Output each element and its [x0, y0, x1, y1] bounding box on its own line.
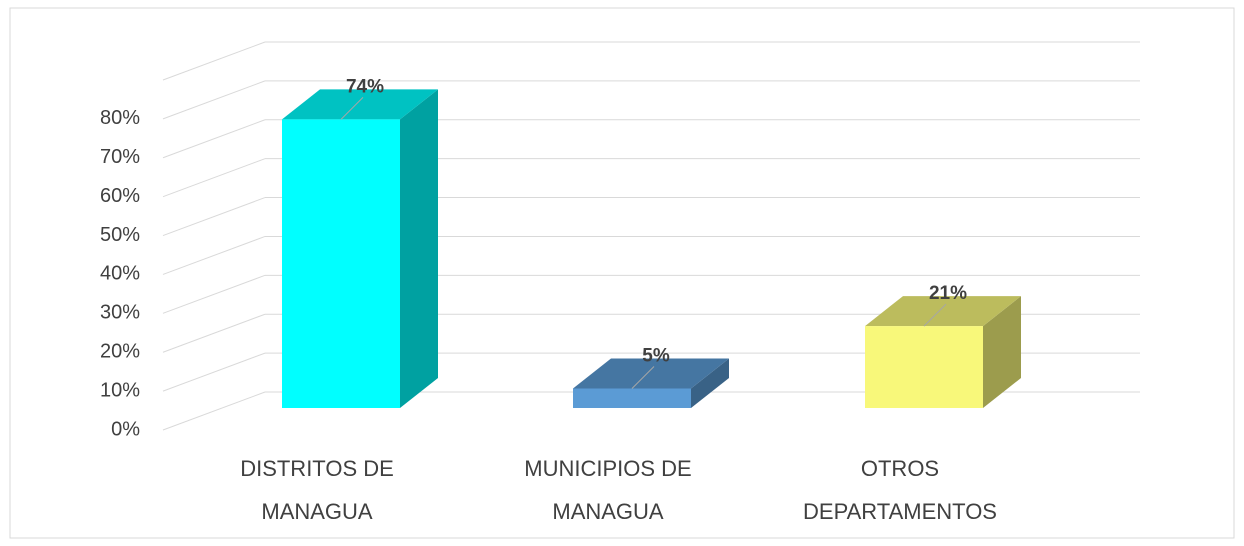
bar-top: [282, 89, 438, 120]
bar: [282, 119, 400, 409]
leader-line: [340, 97, 364, 120]
y-tick-label: 50%: [100, 224, 140, 246]
grid-line-side: [162, 274, 266, 314]
bar: [865, 326, 983, 408]
grid-line-side: [162, 313, 266, 353]
y-tick-label: 70%: [100, 146, 140, 168]
x-tick-label: MUNICIPIOS DE MANAGUA: [524, 456, 691, 524]
leader-line: [923, 303, 947, 327]
y-tick-label: 60%: [100, 185, 140, 207]
bar-top: [865, 296, 1021, 327]
y-tick-label: 0%: [111, 418, 140, 440]
leader-line: [631, 366, 655, 389]
grid-line-side: [162, 391, 266, 431]
y-tick-label: 10%: [100, 379, 140, 401]
bar-side: [400, 89, 438, 409]
grid-line-side: [162, 158, 266, 198]
y-tick-label: 20%: [100, 341, 140, 363]
x-tick-label: DISTRITOS DE MANAGUA: [240, 456, 394, 524]
bar-side: [691, 358, 729, 408]
wall-side-edge: [162, 41, 266, 81]
value-label: 21%: [929, 283, 967, 304]
bar-side: [983, 296, 1021, 408]
bar: [573, 388, 691, 408]
chart-frame: [9, 7, 1235, 539]
grid-line-side: [162, 197, 266, 237]
y-tick-label: 80%: [100, 107, 140, 129]
grid-line-side: [162, 119, 266, 159]
bar-top: [573, 358, 729, 389]
grid-line-side: [162, 352, 266, 392]
grid-line-side: [162, 80, 266, 120]
y-tick-label: 40%: [100, 263, 140, 285]
x-tick-label: OTROS DEPARTAMENTOS: [803, 456, 997, 524]
value-label: 74%: [346, 76, 384, 97]
grid-line-side: [162, 235, 266, 275]
value-label: 5%: [642, 346, 670, 367]
y-tick-label: 30%: [100, 302, 140, 324]
